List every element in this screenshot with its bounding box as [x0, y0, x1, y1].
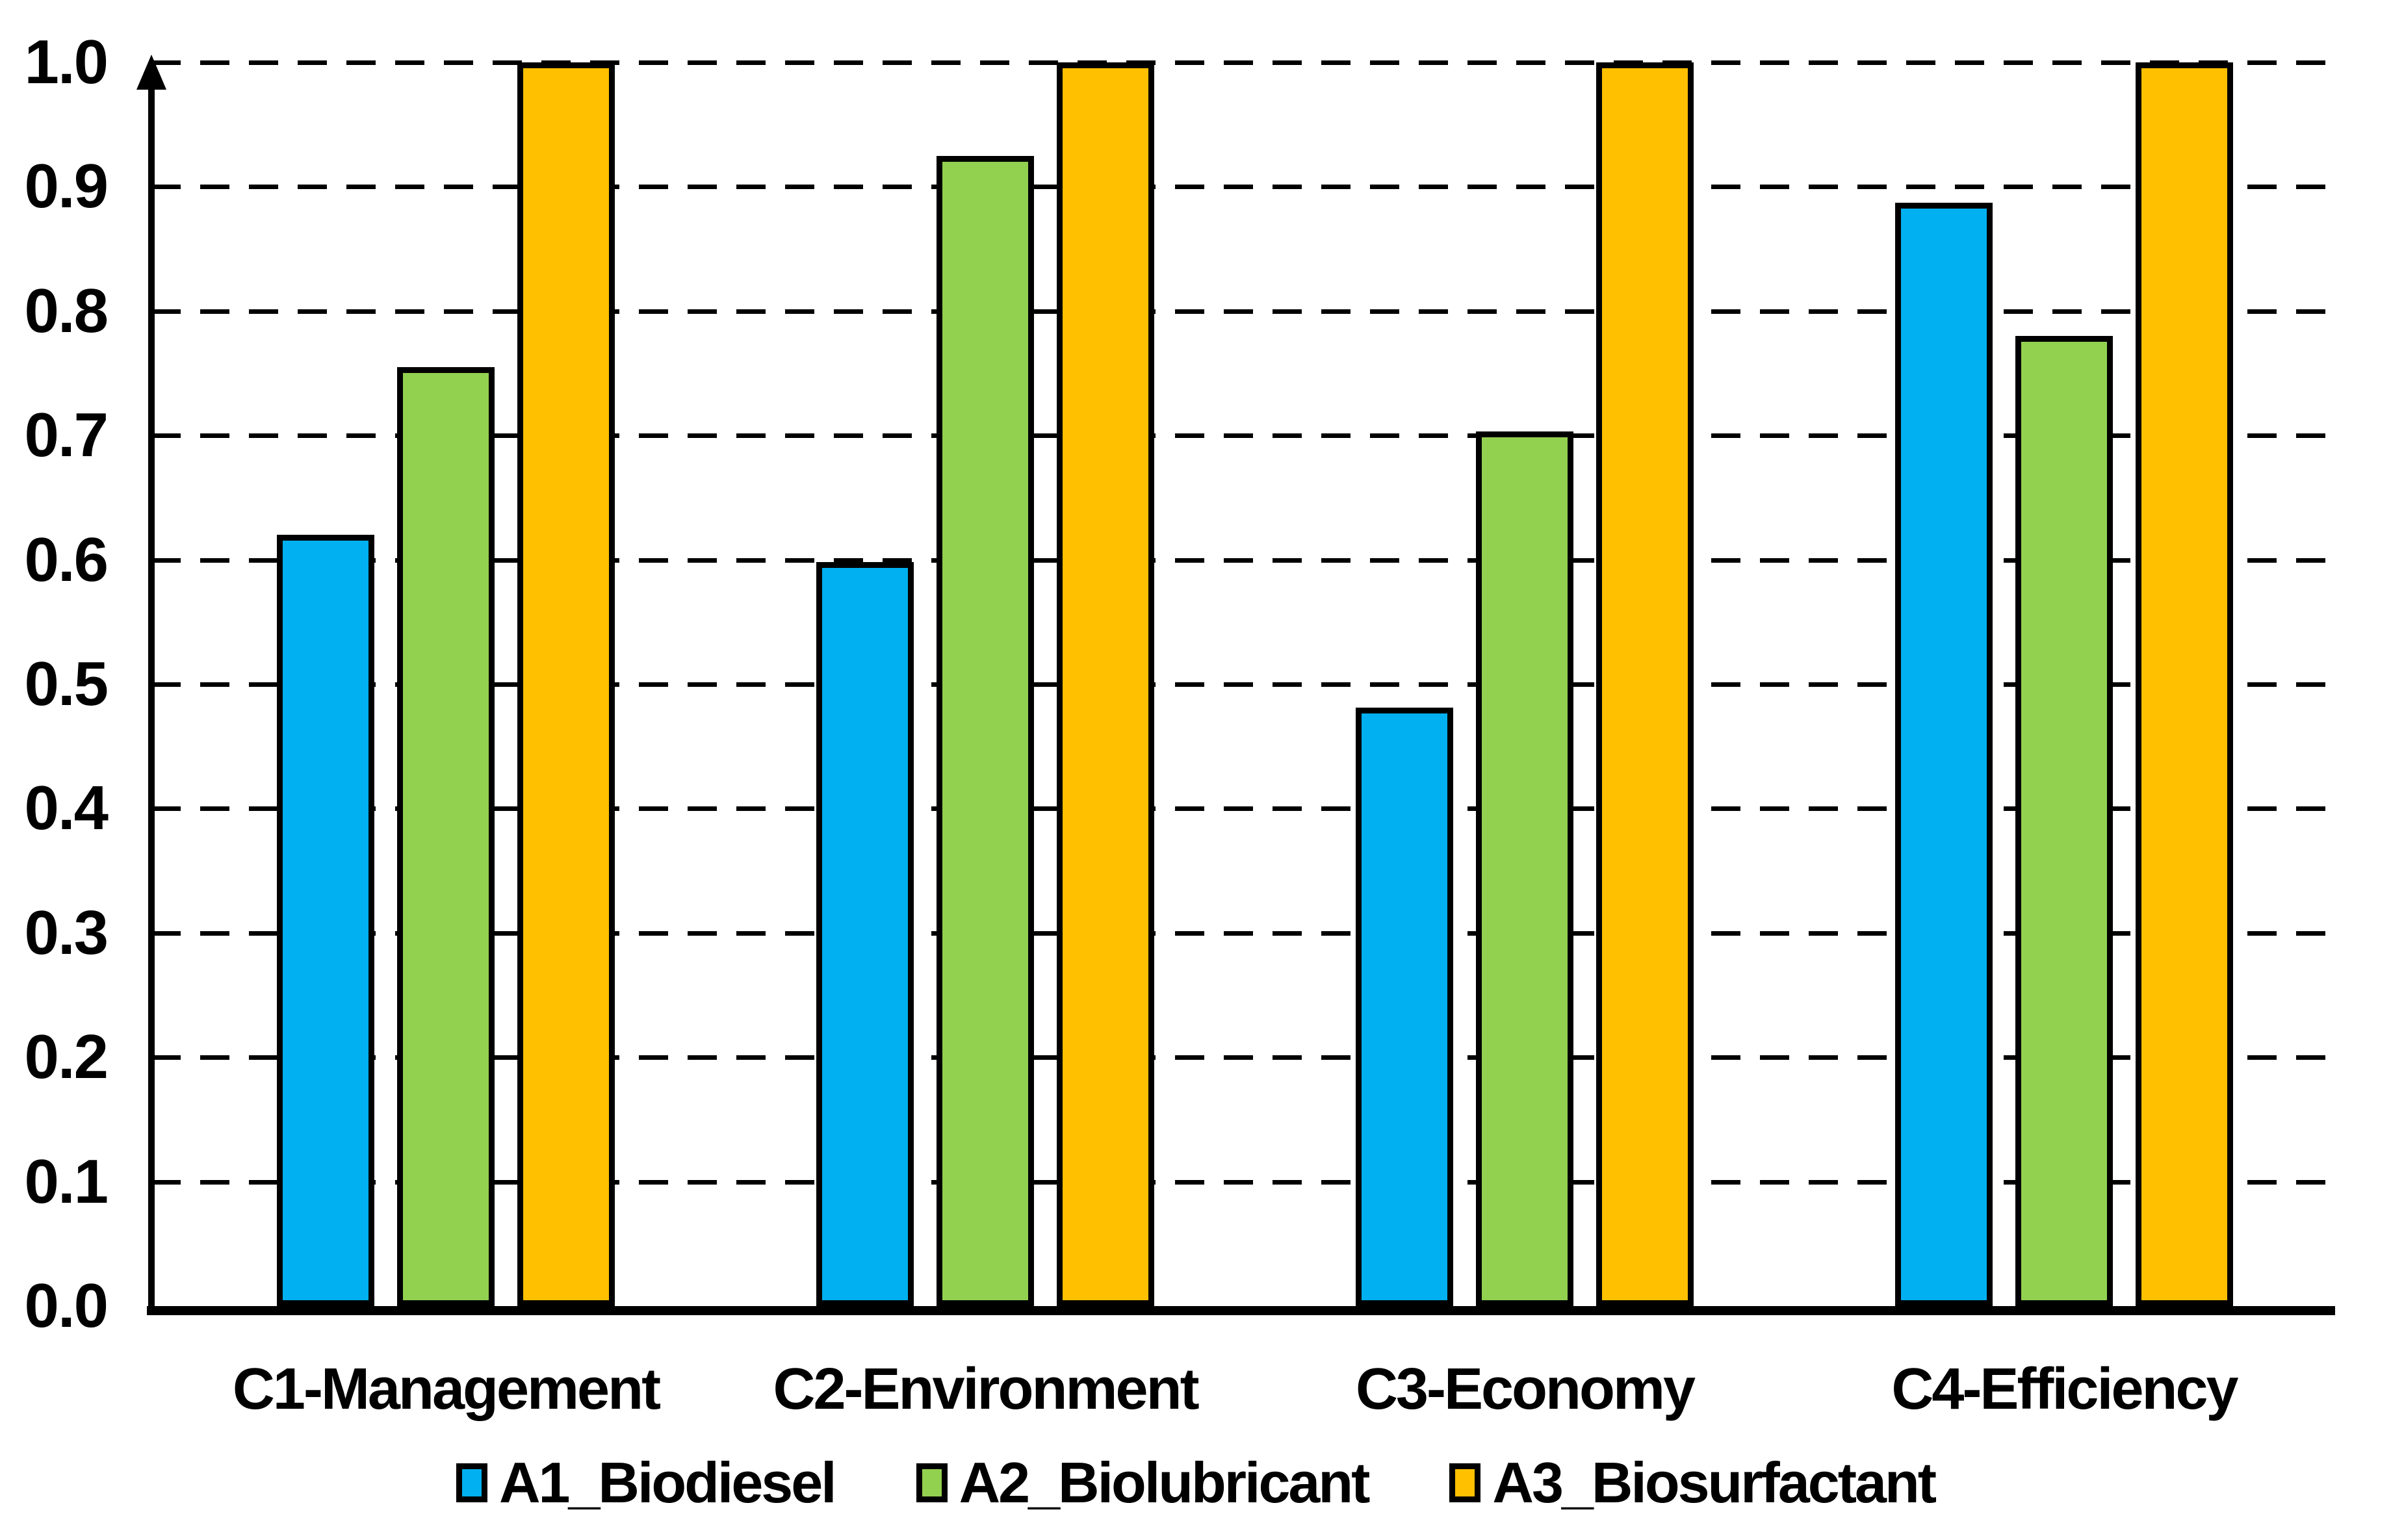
y-tick-label-0.1: 0.1 — [24, 1147, 109, 1216]
gridline-0.7 — [151, 433, 2333, 438]
y-axis-arrow-icon — [136, 55, 166, 90]
gridline-0.4 — [151, 806, 2333, 811]
legend-swatch-a3-biosurfactant — [1449, 1463, 1481, 1502]
y-tick-label-0.3: 0.3 — [24, 898, 109, 968]
gridline-1.0 — [151, 60, 2333, 65]
gridline-0.2 — [151, 1055, 2333, 1060]
bar-a1-biodiesel-c3-economy — [1356, 708, 1453, 1306]
gridline-0.9 — [151, 185, 2333, 189]
category-label-c3-economy: C3-Economy — [1355, 1357, 1696, 1422]
bar-a3-biosurfactant-c4-efficiency — [2136, 62, 2233, 1306]
y-tick-label-0.5: 0.5 — [24, 649, 109, 719]
y-tick-label-0.7: 0.7 — [24, 400, 109, 470]
category-label-c4-efficiency: C4-Efficiency — [1891, 1357, 2238, 1422]
legend-label-a3-biosurfactant: A3_Biosurfactant — [1492, 1450, 1937, 1515]
y-tick-label-0.2: 0.2 — [24, 1022, 109, 1092]
legend-label-a1-biodiesel: A1_Biodiesel — [498, 1450, 837, 1515]
legend-swatch-a2-biolubricant — [916, 1463, 948, 1502]
bar-a2-biolubricant-c2-environment — [937, 156, 1034, 1306]
gridline-0.8 — [151, 309, 2333, 314]
bar-a1-biodiesel-c4-efficiency — [1895, 203, 1993, 1306]
gridline-0.1 — [151, 1180, 2333, 1185]
y-tick-label-1.0: 1.0 — [24, 27, 109, 97]
bar-a1-biodiesel-c2-environment — [816, 562, 914, 1306]
y-tick-label-0.4: 0.4 — [24, 773, 109, 843]
legend-item-a3-biosurfactant: A3_Biosurfactant — [1449, 1450, 1937, 1515]
y-tick-label-0.0: 0.0 — [24, 1271, 109, 1341]
bar-a1-biodiesel-c1-management — [277, 535, 374, 1306]
legend-item-a1-biodiesel: A1_Biodiesel — [456, 1450, 837, 1515]
bar-a3-biosurfactant-c1-management — [517, 62, 615, 1306]
bar-a2-biolubricant-c1-management — [397, 367, 495, 1306]
category-label-c2-environment: C2-Environment — [773, 1357, 1199, 1422]
legend-label-a2-biolubricant: A2_Biolubricant — [959, 1450, 1371, 1515]
gridline-0.5 — [151, 682, 2333, 687]
legend: A1_Biodiesel A2_Biolubricant A3_Biosurfact… — [0, 1450, 2391, 1515]
bar-a2-biolubricant-c4-efficiency — [2015, 336, 2113, 1306]
legend-item-a2-biolubricant: A2_Biolubricant — [916, 1450, 1371, 1515]
y-tick-label-0.6: 0.6 — [24, 525, 109, 595]
bar-a3-biosurfactant-c2-environment — [1057, 62, 1154, 1306]
gridline-0.3 — [151, 931, 2333, 936]
category-label-c1-management: C1-Management — [232, 1357, 661, 1422]
y-tick-label-0.8: 0.8 — [24, 276, 109, 346]
bar-a2-biolubricant-c3-economy — [1476, 431, 1573, 1306]
gridline-0.6 — [151, 558, 2333, 563]
x-axis-line — [147, 1306, 2335, 1315]
legend-swatch-a1-biodiesel — [456, 1463, 487, 1502]
bar-a3-biosurfactant-c3-economy — [1596, 62, 1694, 1306]
y-axis-line — [148, 62, 155, 1306]
y-tick-label-0.9: 0.9 — [24, 151, 109, 221]
